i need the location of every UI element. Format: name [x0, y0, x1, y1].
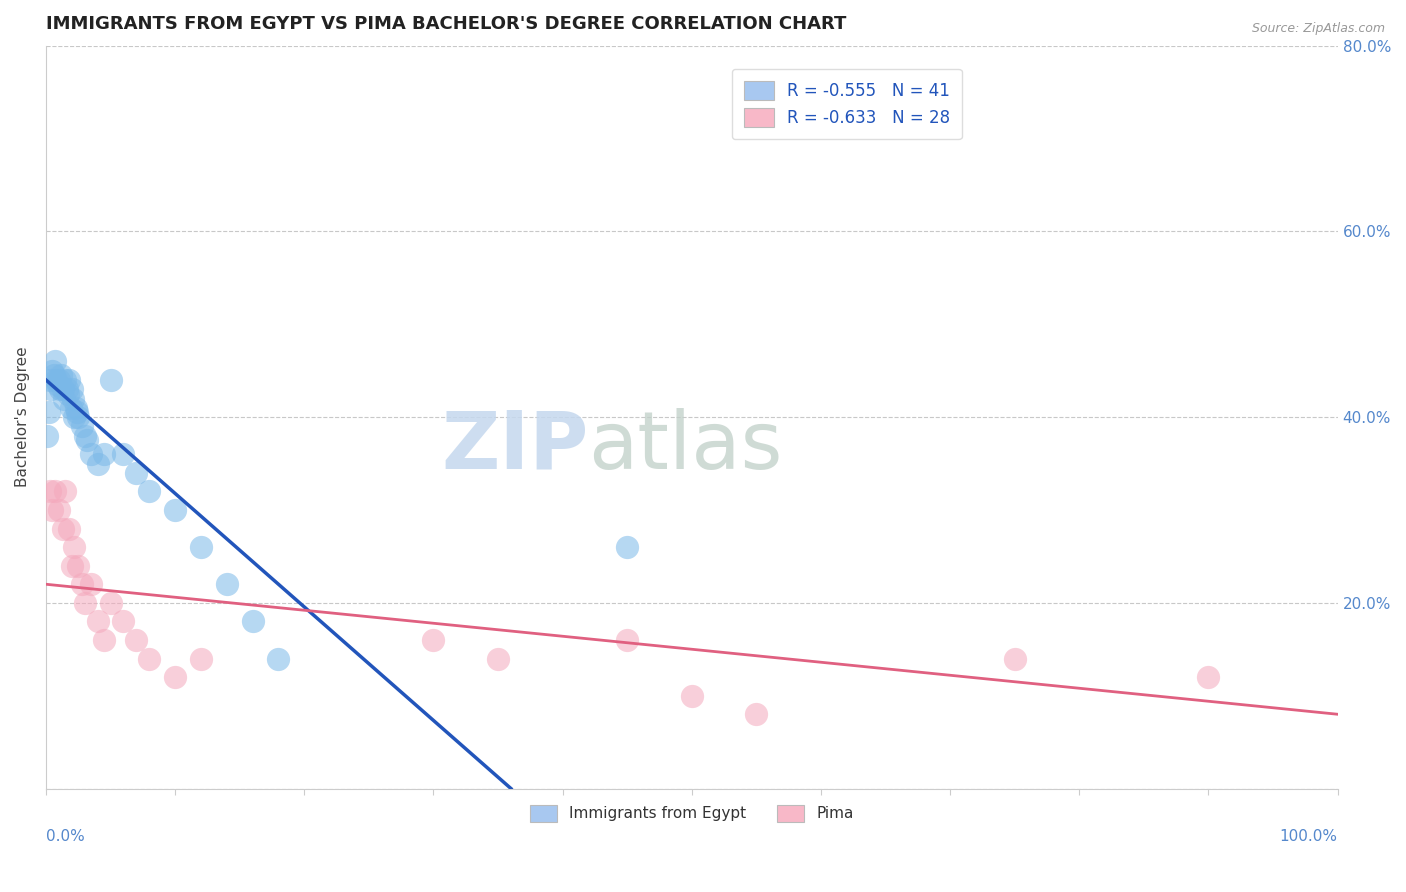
- Point: [422, 632, 444, 647]
- Point: [242, 615, 264, 629]
- Point: [190, 651, 212, 665]
- Point: [100, 596, 122, 610]
- Point: [165, 670, 187, 684]
- Point: [616, 632, 638, 647]
- Point: [67, 410, 90, 425]
- Point: [63, 540, 86, 554]
- Point: [681, 689, 703, 703]
- Point: [38, 484, 60, 499]
- Point: [53, 484, 76, 499]
- Point: [58, 373, 80, 387]
- Point: [42, 368, 65, 383]
- Point: [93, 447, 115, 461]
- Point: [76, 434, 98, 448]
- Point: [53, 392, 76, 406]
- Point: [41, 503, 63, 517]
- Point: [73, 428, 96, 442]
- Point: [49, 382, 72, 396]
- Point: [66, 405, 89, 419]
- Point: [65, 401, 87, 415]
- Text: 0.0%: 0.0%: [46, 830, 84, 845]
- Point: [44, 354, 66, 368]
- Point: [125, 466, 148, 480]
- Point: [73, 596, 96, 610]
- Point: [93, 632, 115, 647]
- Point: [60, 382, 83, 396]
- Point: [112, 447, 135, 461]
- Point: [56, 387, 79, 401]
- Legend: Immigrants from Egypt, Pima: Immigrants from Egypt, Pima: [519, 794, 865, 833]
- Text: IMMIGRANTS FROM EGYPT VS PIMA BACHELOR'S DEGREE CORRELATION CHART: IMMIGRANTS FROM EGYPT VS PIMA BACHELOR'S…: [46, 15, 846, 33]
- Point: [67, 558, 90, 573]
- Point: [70, 577, 93, 591]
- Point: [1004, 651, 1026, 665]
- Point: [1198, 670, 1220, 684]
- Point: [52, 382, 75, 396]
- Text: Source: ZipAtlas.com: Source: ZipAtlas.com: [1251, 22, 1385, 36]
- Point: [63, 410, 86, 425]
- Point: [60, 558, 83, 573]
- Point: [48, 373, 70, 387]
- Point: [38, 405, 60, 419]
- Point: [267, 651, 290, 665]
- Text: atlas: atlas: [589, 408, 783, 486]
- Text: 100.0%: 100.0%: [1279, 830, 1337, 845]
- Point: [58, 522, 80, 536]
- Point: [70, 419, 93, 434]
- Point: [48, 503, 70, 517]
- Point: [37, 428, 59, 442]
- Point: [112, 615, 135, 629]
- Point: [59, 401, 82, 415]
- Point: [86, 457, 108, 471]
- Point: [138, 651, 160, 665]
- Point: [190, 540, 212, 554]
- Point: [45, 373, 67, 387]
- Point: [745, 707, 768, 722]
- Y-axis label: Bachelor's Degree: Bachelor's Degree: [15, 347, 30, 487]
- Point: [39, 382, 62, 396]
- Point: [125, 632, 148, 647]
- Point: [41, 364, 63, 378]
- Point: [616, 540, 638, 554]
- Point: [55, 382, 77, 396]
- Point: [38, 373, 60, 387]
- Point: [486, 651, 509, 665]
- Point: [44, 484, 66, 499]
- Point: [86, 615, 108, 629]
- Point: [100, 373, 122, 387]
- Point: [165, 503, 187, 517]
- Point: [46, 377, 69, 392]
- Point: [52, 522, 75, 536]
- Point: [53, 373, 76, 387]
- Point: [62, 392, 84, 406]
- Point: [138, 484, 160, 499]
- Text: ZIP: ZIP: [441, 408, 589, 486]
- Point: [215, 577, 238, 591]
- Point: [80, 577, 103, 591]
- Point: [80, 447, 103, 461]
- Point: [51, 368, 73, 383]
